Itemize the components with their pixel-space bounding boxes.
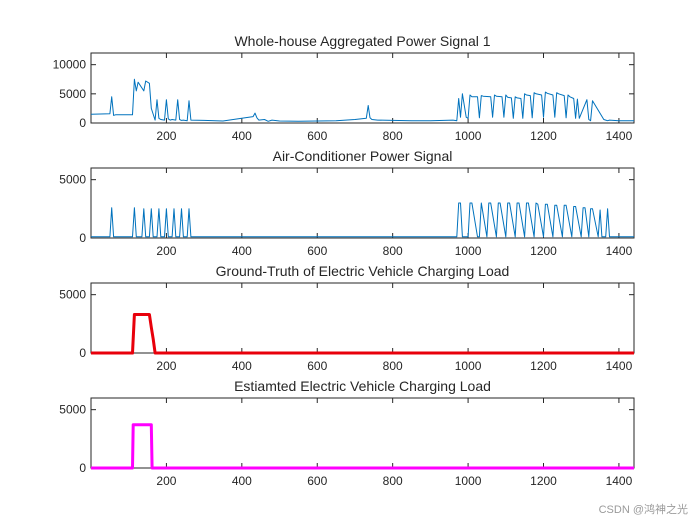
- y-tick-label: 5000: [59, 403, 86, 417]
- y-tick-label: 5000: [59, 288, 86, 302]
- chart-title: Estiamted Electric Vehicle Charging Load: [234, 378, 491, 394]
- x-tick-label: 400: [232, 129, 252, 143]
- x-tick-label: 600: [307, 474, 327, 488]
- plot-ev-ground-truth: Ground-Truth of Electric Vehicle Chargin…: [59, 263, 635, 373]
- y-tick-label: 0: [79, 231, 86, 245]
- x-tick-label: 1200: [530, 129, 557, 143]
- y-tick-label: 5000: [59, 173, 86, 187]
- x-tick-label: 400: [232, 474, 252, 488]
- x-tick-label: 200: [156, 474, 176, 488]
- x-tick-label: 200: [156, 129, 176, 143]
- x-tick-label: 800: [383, 359, 403, 373]
- x-tick-label: 1000: [455, 129, 482, 143]
- x-tick-label: 1400: [606, 129, 633, 143]
- y-tick-label: 10000: [53, 58, 87, 72]
- plot-ev-estimated: Estiamted Electric Vehicle Charging Load…: [59, 378, 635, 488]
- x-tick-label: 1200: [530, 244, 557, 258]
- x-tick-label: 200: [156, 359, 176, 373]
- chart-title: Ground-Truth of Electric Vehicle Chargin…: [216, 263, 510, 279]
- watermark: CSDN @鸿神之光: [598, 504, 688, 516]
- plot-whole-house-power: Whole-house Aggregated Power Signal 1 200…: [53, 33, 635, 143]
- axes-box: [90, 397, 635, 469]
- y-tick-label: 5000: [59, 87, 86, 101]
- x-tick-label: 1400: [606, 474, 633, 488]
- series-line: [91, 202, 634, 238]
- x-tick-label: 1000: [455, 359, 482, 373]
- x-tick-label: 1200: [530, 359, 557, 373]
- x-tick-label: 600: [307, 359, 327, 373]
- axes-box: [90, 167, 635, 239]
- chart-title: Whole-house Aggregated Power Signal 1: [234, 33, 490, 49]
- x-tick-label: 400: [232, 359, 252, 373]
- x-tick-label: 600: [307, 129, 327, 143]
- x-tick-label: 800: [383, 129, 403, 143]
- x-tick-label: 1400: [606, 359, 633, 373]
- x-tick-label: 1400: [606, 244, 633, 258]
- x-tick-label: 800: [383, 474, 403, 488]
- chart-title: Air-Conditioner Power Signal: [273, 148, 453, 164]
- x-tick-label: 400: [232, 244, 252, 258]
- x-tick-label: 1000: [455, 474, 482, 488]
- axes-box: [90, 52, 635, 124]
- series-line: [91, 423, 634, 470]
- axes-box: [90, 282, 635, 354]
- series-line: [91, 313, 634, 355]
- x-tick-label: 1000: [455, 244, 482, 258]
- y-tick-label: 0: [79, 346, 86, 360]
- plot-air-conditioner-power: Air-Conditioner Power Signal 200 400 600 800…: [59, 148, 635, 258]
- x-tick-label: 800: [383, 244, 403, 258]
- x-tick-label: 200: [156, 244, 176, 258]
- y-tick-label: 0: [79, 116, 86, 130]
- y-tick-label: 0: [79, 461, 86, 475]
- x-tick-label: 600: [307, 244, 327, 258]
- x-tick-label: 1200: [530, 474, 557, 488]
- series-line: [90, 78, 634, 122]
